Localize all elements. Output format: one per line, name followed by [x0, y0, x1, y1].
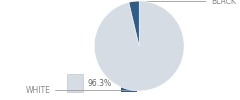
Text: WHITE: WHITE — [25, 86, 50, 95]
FancyBboxPatch shape — [67, 74, 83, 92]
Text: BLACK: BLACK — [211, 0, 236, 6]
Text: 3.7%: 3.7% — [142, 78, 161, 88]
Wedge shape — [94, 1, 184, 91]
Wedge shape — [129, 1, 139, 46]
FancyBboxPatch shape — [121, 74, 137, 92]
Text: 96.3%: 96.3% — [88, 78, 112, 88]
